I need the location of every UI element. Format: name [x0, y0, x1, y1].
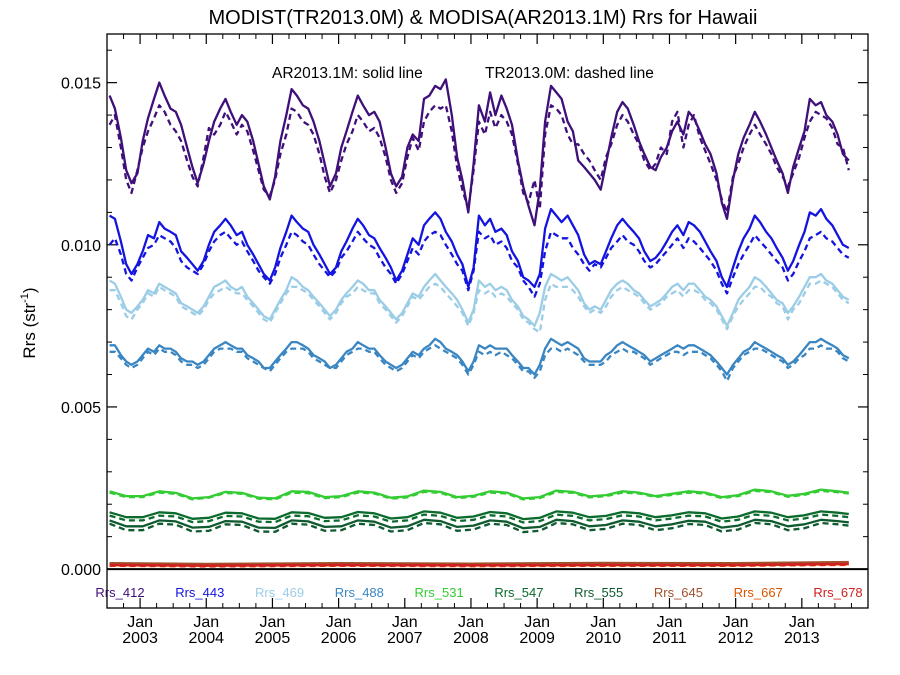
series-rrs-412-dashed: [108, 104, 850, 214]
x-tick-month: Jan: [524, 614, 550, 631]
x-tick-year: 2011: [652, 630, 687, 647]
x-tick-year: 2010: [586, 630, 622, 647]
x-tick-month: Jan: [590, 614, 616, 631]
x-tick-year: 2009: [519, 630, 555, 647]
y-axis: 0.000 0.005 0.010 0.015: [61, 49, 868, 579]
legend-label-rrs-488: Rrs_488: [335, 585, 384, 600]
series-rrs-469-solid: [109, 272, 850, 328]
chart-title: MODIST(TR2013.0M) & MODISA(AR2013.1M) Rr…: [208, 7, 757, 29]
y-axis-label-close: ): [20, 287, 39, 293]
y-tick-label: 0.010: [61, 238, 101, 255]
y-axis-label: Rrs (str-1): [19, 287, 39, 358]
x-tick-year: 2007: [387, 630, 423, 647]
series-rrs-469-dashed: [109, 279, 850, 334]
series-rrs-443-dashed: [108, 230, 850, 298]
x-tick-month: Jan: [193, 614, 219, 631]
x-tick-year: 2003: [122, 630, 158, 647]
x-tick-year: 2008: [453, 630, 489, 647]
x-tick-year: 2013: [784, 630, 820, 647]
y-tick-label: 0.000: [61, 562, 101, 579]
legend-label-rrs-555: Rrs_555: [574, 585, 623, 600]
legend-label-rrs-531: Rrs_531: [415, 585, 464, 600]
series-rrs-555-solid: [109, 518, 849, 530]
y-axis-label-text: Rrs (str: [20, 303, 39, 359]
legend-label-rrs-645: Rrs_645: [654, 585, 703, 600]
series-rrs-645-solid: [109, 560, 849, 566]
series-rrs-412-solid: [108, 78, 850, 227]
annotation-solid: AR2013.1M: solid line: [272, 65, 423, 82]
legend: Rrs_412 Rrs_443 Rrs_469 Rrs_488 Rrs_531 Rrs_5…: [95, 585, 862, 600]
series-rrs-547-dashed: [109, 513, 849, 524]
x-tick-year: 2004: [188, 630, 224, 647]
legend-label-rrs-667: Rrs_667: [734, 585, 783, 600]
legend-label-rrs-412: Rrs_412: [95, 585, 144, 600]
legend-label-rrs-443: Rrs_443: [175, 585, 224, 600]
series-lines: [108, 78, 850, 568]
y-tick-label: 0.005: [61, 400, 101, 417]
series-rrs-555-dashed: [109, 521, 849, 534]
series-rrs-547-solid: [109, 510, 849, 521]
x-tick-year: 2012: [718, 630, 754, 647]
series-rrs-531-solid: [109, 488, 849, 500]
series-rrs-488-solid: [109, 337, 850, 376]
y-tick-label: 0.015: [61, 76, 101, 93]
x-tick-year: 2005: [255, 630, 291, 647]
legend-label-rrs-547: Rrs_547: [494, 585, 543, 600]
x-axis: Jan2003Jan2004Jan2005Jan2006Jan2007Jan20…: [106, 34, 852, 647]
legend-label-rrs-678: Rrs_678: [813, 585, 862, 600]
series-rrs-678-solid: [109, 562, 849, 567]
x-tick-month: Jan: [392, 614, 418, 631]
x-tick-month: Jan: [723, 614, 749, 631]
x-tick-year: 2006: [321, 630, 357, 647]
x-tick-month: Jan: [260, 614, 286, 631]
series-rrs-488-dashed: [109, 344, 850, 383]
x-tick-month: Jan: [657, 614, 683, 631]
x-tick-month: Jan: [458, 614, 484, 631]
annotation-dashed: TR2013.0M: dashed line: [485, 65, 654, 82]
legend-label-rrs-469: Rrs_469: [255, 585, 304, 600]
y-axis-label-superscript: -1: [19, 293, 31, 303]
series-rrs-443-solid: [109, 207, 850, 289]
x-tick-month: Jan: [326, 614, 352, 631]
x-tick-month: Jan: [789, 614, 815, 631]
x-tick-month: Jan: [127, 614, 153, 631]
